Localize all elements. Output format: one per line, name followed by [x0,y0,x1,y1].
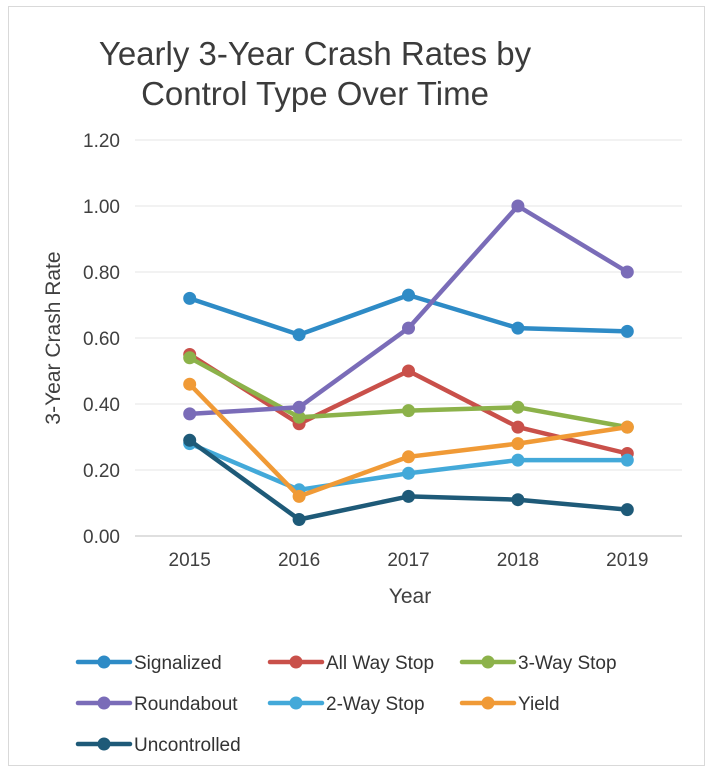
y-tick-label: 0.40 [83,395,120,416]
data-point [402,364,415,378]
legend-label: 2-Way Stop [326,694,425,715]
data-point [402,450,415,464]
legend-item: All Way Stop [267,653,434,674]
data-point [620,420,634,434]
chart-title-line-1: Yearly 3-Year Crash Rates by [98,35,532,72]
series-2-way-stop [183,437,634,497]
legend-label: Signalized [134,653,222,674]
y-axis-title: 3-Year Crash Rate [42,251,65,424]
legend-item: Uncontrolled [75,735,241,756]
legend-swatch-marker [97,655,111,669]
legend-swatch-marker [97,696,111,710]
x-tick-label: 2019 [606,550,648,571]
y-tick-label: 0.80 [83,263,120,284]
series-yield [183,377,634,503]
data-point [511,420,525,434]
legend-item: 2-Way Stop [267,694,425,715]
legend-item: Signalized [75,653,222,674]
x-axis-title: Year [389,585,431,608]
data-point [402,404,415,418]
legend-swatch-marker [289,696,303,710]
legend-label: All Way Stop [326,653,434,674]
series-group [183,199,634,526]
legend: Signalized All Way Stop 3-Way Stop Roundabo… [75,653,617,756]
data-point [620,265,634,279]
chart-title: Yearly 3-Year Crash Rates by Control Typ… [0,34,630,114]
y-tick-label: 0.00 [83,527,120,548]
legend-swatch-marker [481,655,495,669]
series-roundabout [183,199,634,421]
legend-item: Yield [459,694,560,715]
series-uncontrolled [183,433,634,526]
data-point [183,407,197,421]
y-tick-label: 1.00 [83,197,120,218]
data-point [511,199,525,213]
y-tick-label: 1.20 [83,131,120,152]
legend-item: Roundabout [75,694,238,715]
data-point [511,453,525,467]
data-point [292,328,306,342]
x-tick-label: 2017 [387,550,429,571]
x-tick-label: 2015 [169,550,211,571]
chart-title-line-2: Control Type Over Time [141,75,489,112]
legend-item: 3-Way Stop [459,653,617,674]
data-point [620,503,634,517]
data-point [183,351,197,365]
y-axis-ticks: 0.00 0.20 0.40 0.60 0.80 1.00 1.20 [83,131,120,548]
legend-label: Yield [518,694,560,715]
y-tick-label: 0.20 [83,461,120,482]
data-point [292,400,306,414]
data-point [402,466,415,480]
legend-swatch-marker [289,655,303,669]
series-3-way-stop [183,351,634,434]
data-point [292,489,306,503]
legend-label: Uncontrolled [134,735,241,756]
gridlines [135,139,682,537]
data-point [511,437,525,451]
data-point [292,513,306,526]
data-point [511,493,525,507]
y-tick-label: 0.60 [83,329,120,350]
series-line [187,203,630,417]
x-tick-label: 2018 [497,550,539,571]
x-tick-label: 2016 [278,550,320,571]
chart-frame [8,6,705,766]
data-point [292,410,306,424]
data-point [620,324,634,338]
data-point [511,321,525,335]
data-point [183,377,197,391]
data-point [183,433,197,447]
legend-swatch-marker [97,737,111,751]
data-point [183,291,197,305]
legend-label: Roundabout [134,694,238,715]
series-signalized [183,288,634,342]
data-point [402,288,415,302]
legend-swatch-marker [481,696,495,710]
data-point [402,321,415,335]
legend-label: 3-Way Stop [518,653,617,674]
data-point [402,489,415,503]
data-point [620,453,634,467]
x-axis-ticks: 2015 2016 2017 2018 2019 [169,550,649,571]
data-point [511,400,525,414]
